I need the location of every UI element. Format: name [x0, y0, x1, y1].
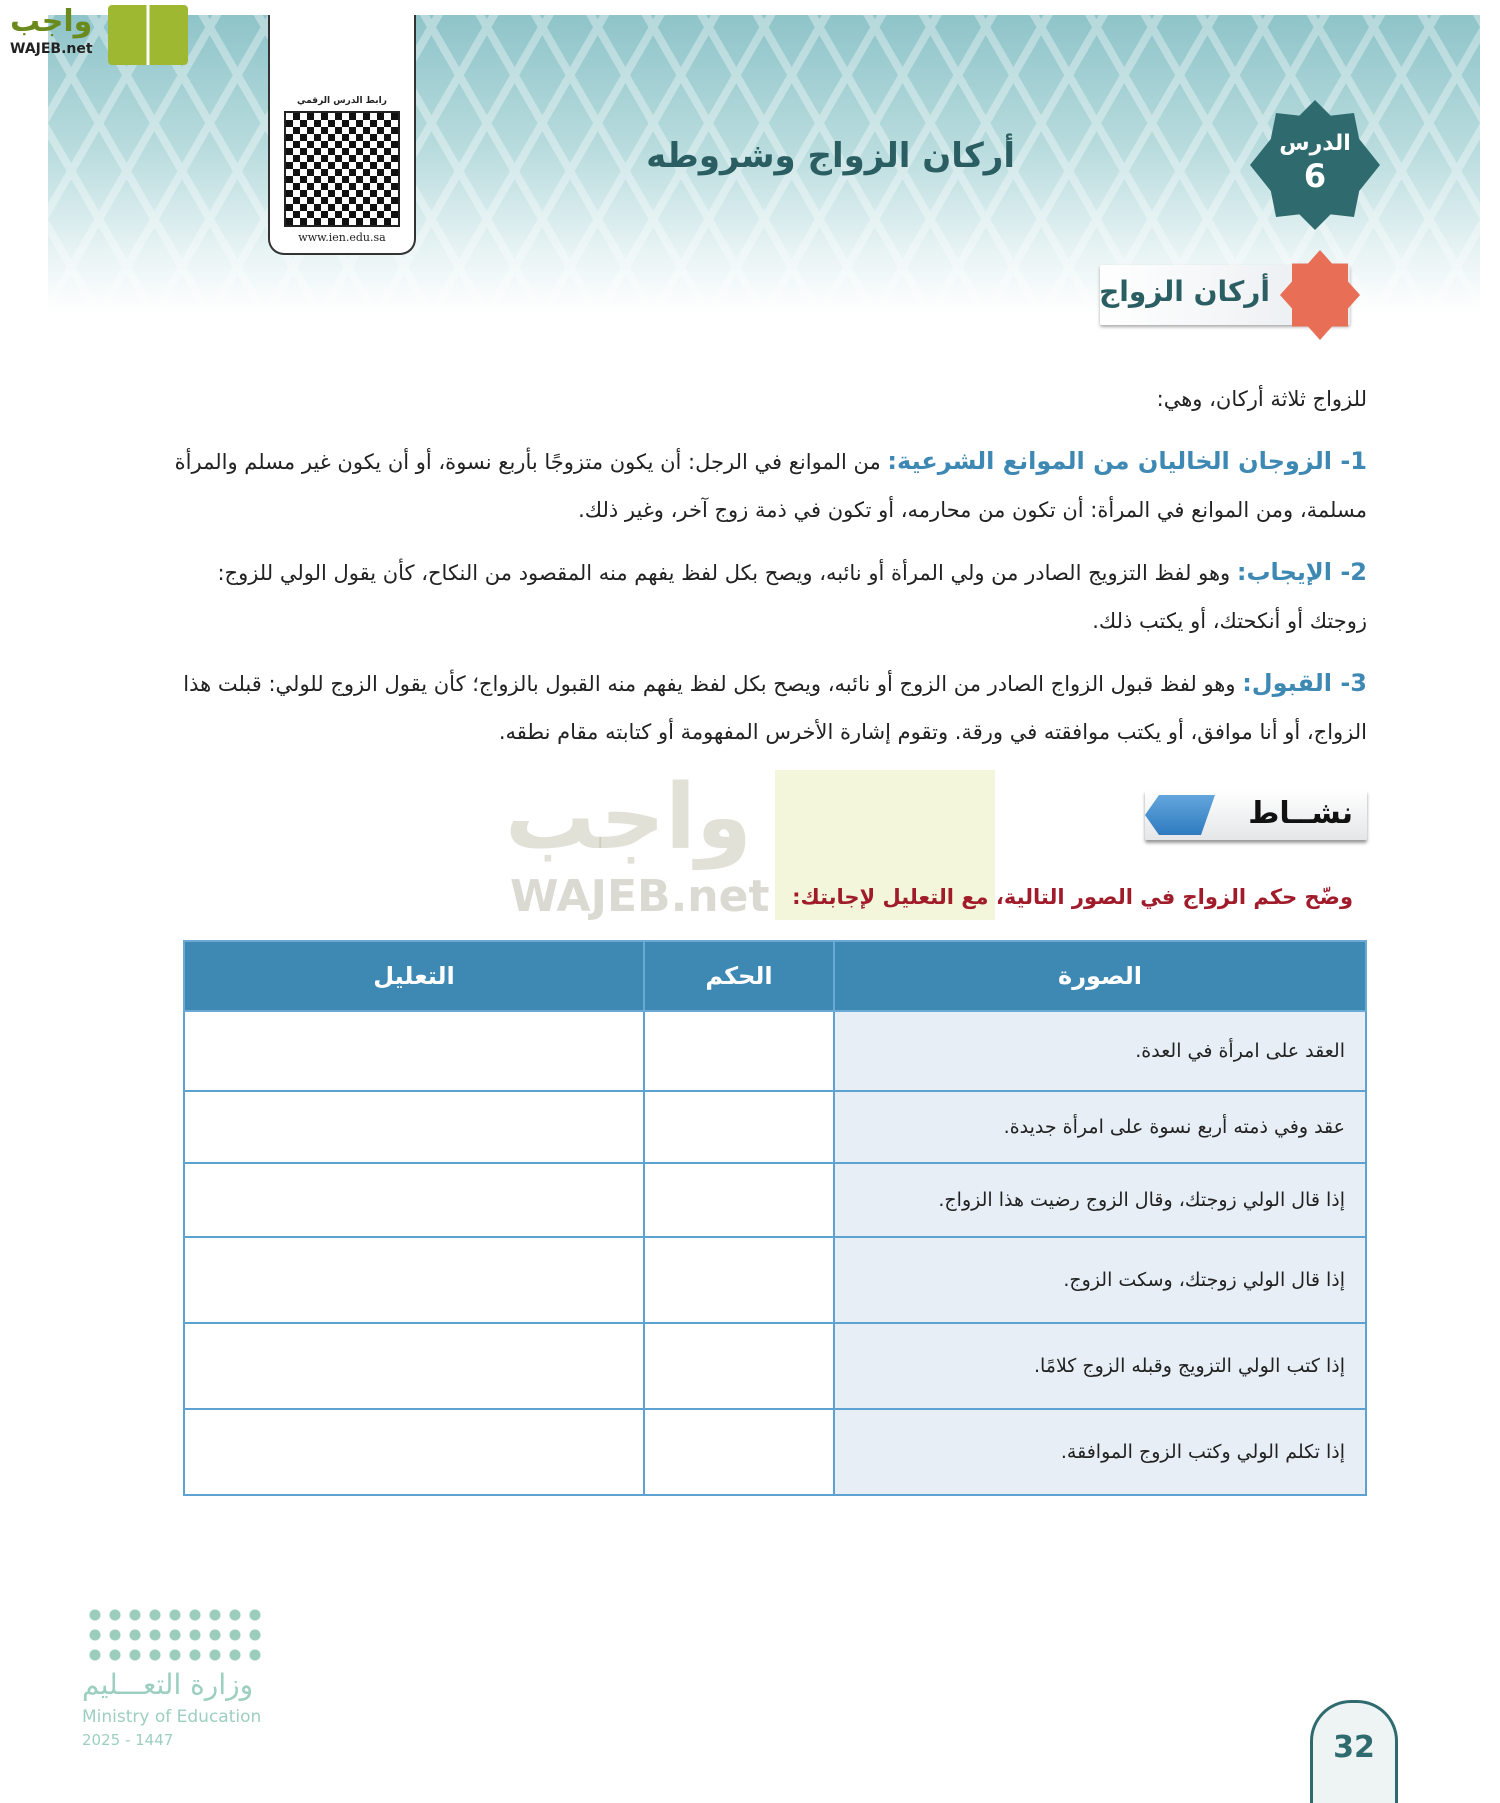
- case-cell: إذا قال الولي زوجتك، وسكت الزوج.: [833, 1236, 1367, 1324]
- pillar-1: 1- الزوجان الخاليان من الموانع الشرعية: …: [160, 437, 1367, 534]
- watermark-arabic: واجب: [505, 765, 752, 870]
- wajeb-logo: واجب WAJEB.net: [10, 4, 93, 58]
- lesson-content: للزواج ثلاثة أركان، وهي: 1- الزوجان الخا…: [160, 375, 1367, 1496]
- table-row: العقد على امرأة في العدة.: [183, 1010, 1367, 1092]
- ruling-cell[interactable]: [643, 1090, 835, 1164]
- case-cell: إذا تكلم الولي وكتب الزوج الموافقة.: [833, 1408, 1367, 1496]
- qr-card[interactable]: رابط الدرس الرقمي www.ien.edu.sa: [268, 15, 416, 255]
- intro-text: للزواج ثلاثة أركان، وهي:: [1156, 387, 1367, 411]
- qr-url[interactable]: www.ien.edu.sa: [298, 231, 386, 244]
- lesson-title: أركان الزواج وشروطه: [646, 136, 1015, 176]
- pillar-text: وهو لفظ التزويج الصادر من ولي المرأة أو …: [217, 561, 1367, 633]
- lesson-label: الدرس: [1279, 131, 1351, 156]
- table-row: إذا قال الولي زوجتك، وقال الزوج رضيت هذا…: [183, 1162, 1367, 1238]
- reason-cell[interactable]: [183, 1090, 645, 1164]
- ruling-cell[interactable]: [643, 1010, 835, 1092]
- table-row: إذا قال الولي زوجتك، وسكت الزوج.: [183, 1236, 1367, 1324]
- table-row: إذا تكلم الولي وكتب الزوج الموافقة.: [183, 1408, 1367, 1496]
- ruling-cell[interactable]: [643, 1162, 835, 1238]
- activity-instruction: وضّح حكم الزواج في الصور التالية، مع الت…: [792, 885, 1353, 909]
- reason-cell[interactable]: [183, 1010, 645, 1092]
- wajeb-logo-latin: WAJEB.net: [10, 41, 93, 57]
- table-row: عقد وفي ذمته أربع نسوة على امرأة جديدة.: [183, 1090, 1367, 1164]
- col-header-ruling: الحكم: [643, 940, 835, 1012]
- col-header-reason: التعليل: [183, 940, 645, 1012]
- case-cell: عقد وفي ذمته أربع نسوة على امرأة جديدة.: [833, 1090, 1367, 1164]
- table-row: إذا كتب الولي التزويج وقبله الزوج كلامًا…: [183, 1322, 1367, 1410]
- col-header-case: الصورة: [833, 940, 1367, 1012]
- case-cell: العقد على امرأة في العدة.: [833, 1010, 1367, 1092]
- activity-table: الصورة الحكم التعليل العقد على امرأة في …: [183, 940, 1367, 1496]
- qr-label: رابط الدرس الرقمي: [297, 96, 387, 106]
- qr-code[interactable]: [284, 111, 400, 227]
- activity-label: نشــاط: [1248, 796, 1353, 831]
- watermark-latin: WAJEB.net: [510, 871, 770, 922]
- pillar-heading: 1- الزوجان الخاليان من الموانع الشرعية:: [887, 447, 1367, 475]
- pillar-3: 3- القبول: وهو لفظ قبول الزواج الصادر من…: [160, 659, 1367, 756]
- pillar-heading: 3- القبول:: [1242, 669, 1367, 697]
- case-cell: إذا كتب الولي التزويج وقبله الزوج كلامًا…: [833, 1322, 1367, 1410]
- activity-header: واجب WAJEB.net نشــاط وضّح حكم الزواج في…: [160, 770, 1367, 940]
- ministry-logo-icon: [85, 1605, 265, 1665]
- reason-cell[interactable]: [183, 1236, 645, 1324]
- reason-cell[interactable]: [183, 1322, 645, 1410]
- case-cell: إذا قال الولي زوجتك، وقال الزوج رضيت هذا…: [833, 1162, 1367, 1238]
- pillar-2: 2- الإيجاب: وهو لفظ التزويج الصادر من ول…: [160, 548, 1367, 645]
- wajeb-book-logo: [108, 5, 188, 65]
- pillar-text: وهو لفظ قبول الزواج الصادر من الزوج أو ن…: [183, 672, 1367, 744]
- ministry-name-en: Ministry of Education: [82, 1707, 262, 1727]
- ruling-cell[interactable]: [643, 1408, 835, 1496]
- pillar-heading: 2- الإيجاب:: [1236, 558, 1367, 586]
- ruling-cell[interactable]: [643, 1322, 835, 1410]
- wajeb-logo-arabic: واجب: [10, 4, 93, 39]
- edition-year: 2025 - 1447: [82, 1731, 174, 1749]
- reason-cell[interactable]: [183, 1408, 645, 1496]
- lesson-number: 6: [1303, 157, 1327, 195]
- watermark-book: [775, 770, 995, 920]
- pillar-text: من الموانع في الرجل: أن يكون متزوجًا بأر…: [174, 450, 1367, 522]
- section-title: أركان الزواج: [1099, 275, 1270, 308]
- reason-cell[interactable]: [183, 1162, 645, 1238]
- page-number: 32: [1310, 1700, 1398, 1803]
- section-ornament-icon: [1280, 250, 1360, 340]
- ruling-cell[interactable]: [643, 1236, 835, 1324]
- ministry-name-ar: وزارة التعـــليم: [82, 1668, 254, 1701]
